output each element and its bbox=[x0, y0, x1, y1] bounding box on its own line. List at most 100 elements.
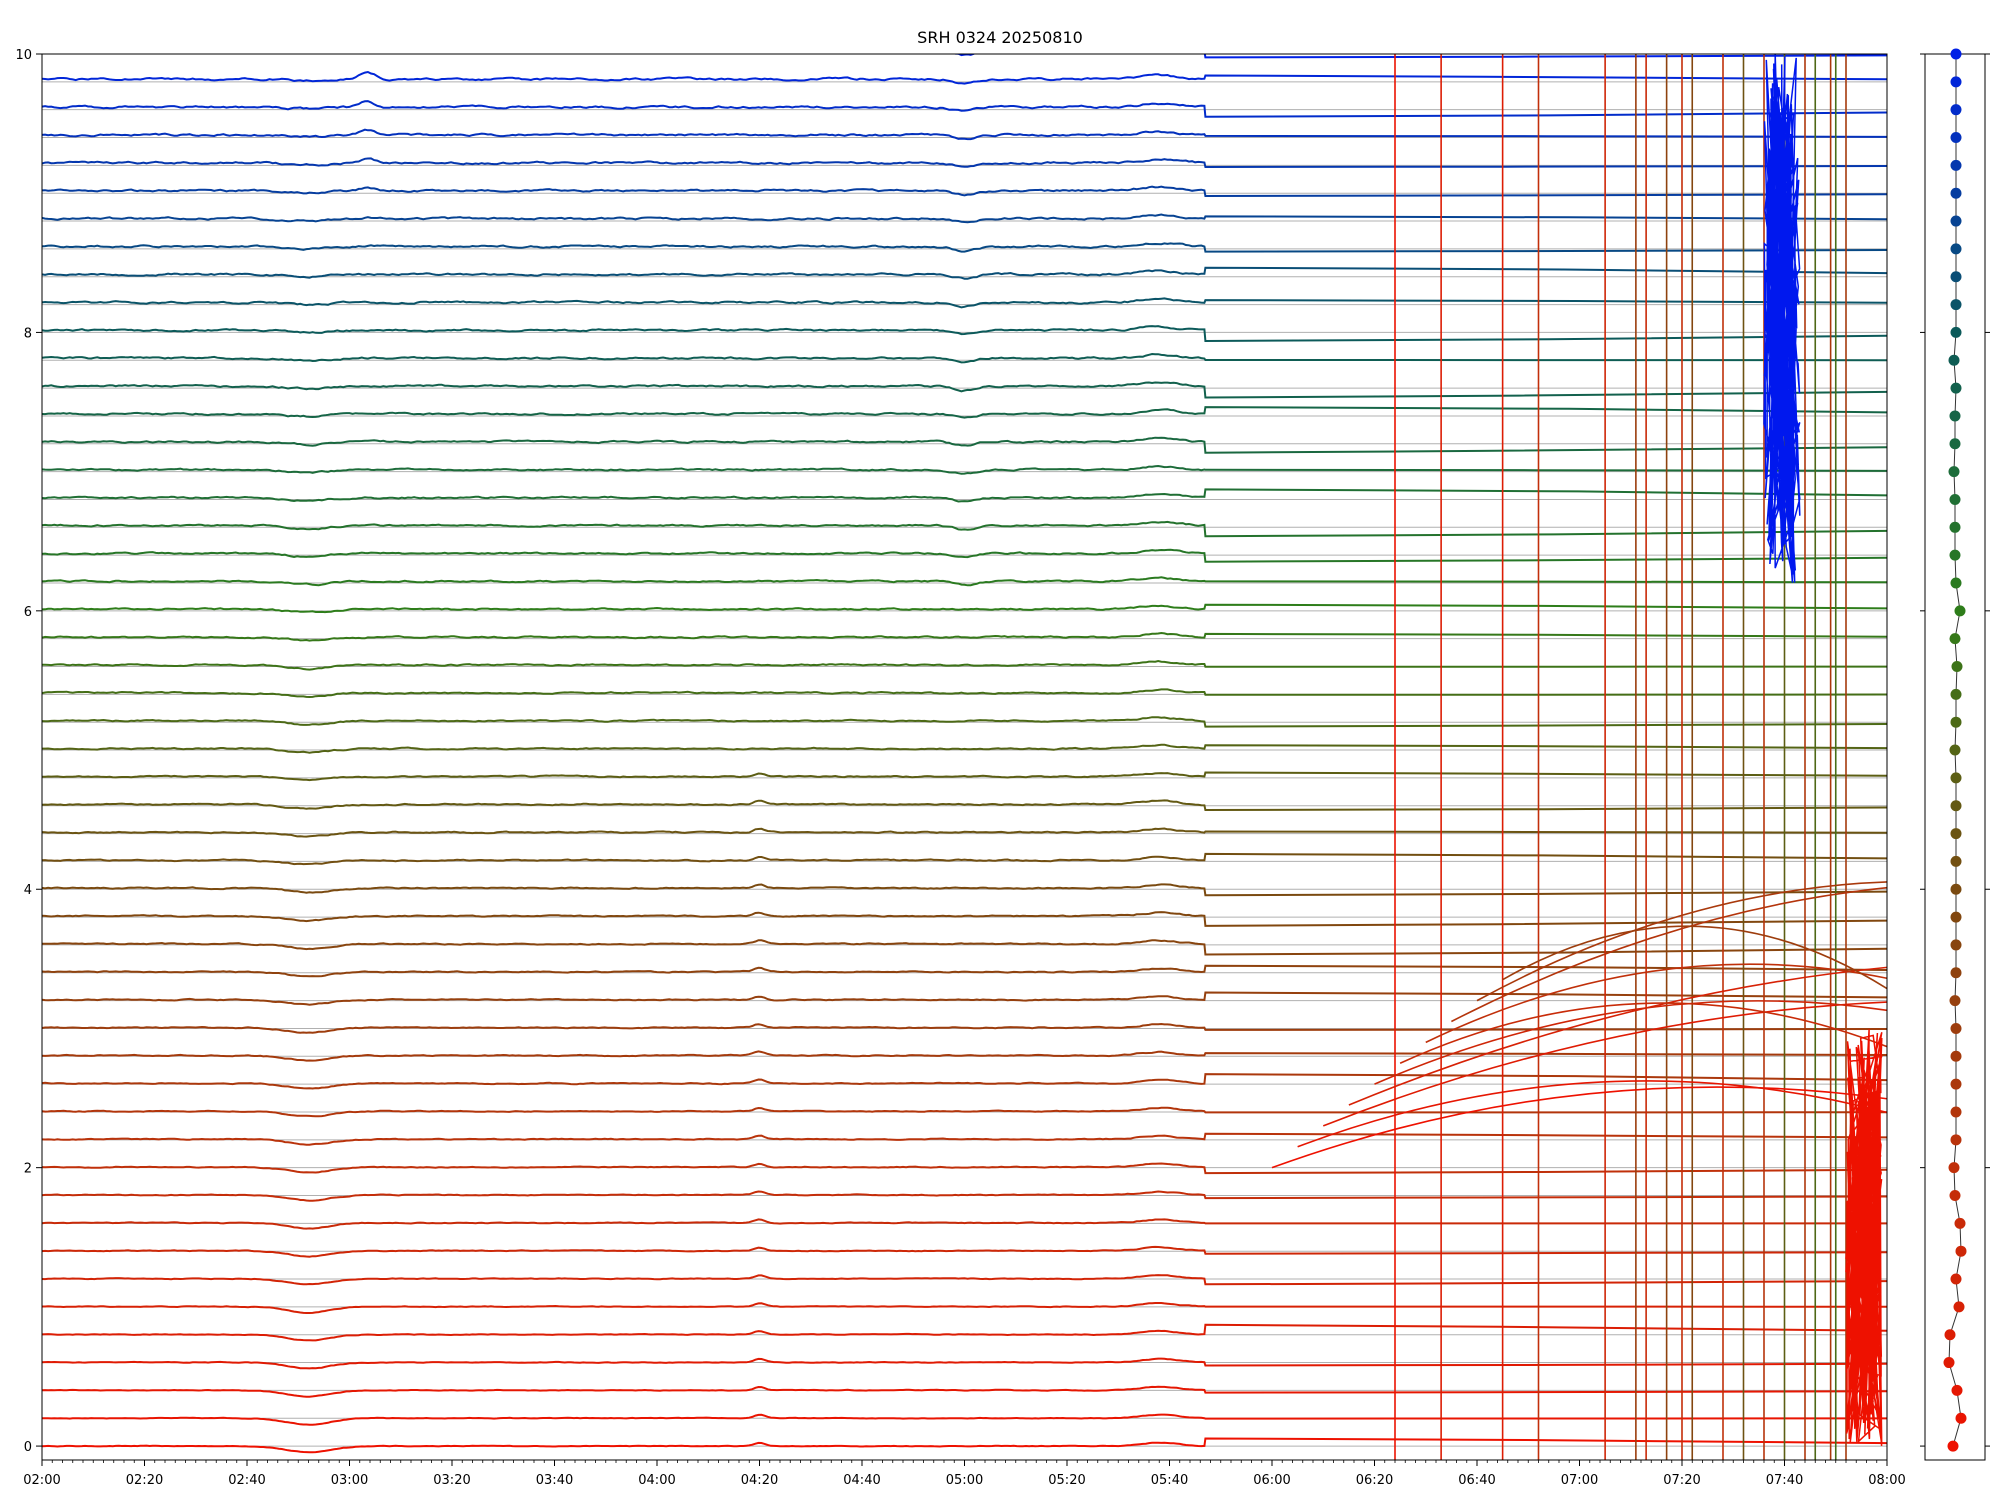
series-line bbox=[42, 297, 1887, 309]
series-line bbox=[42, 242, 1887, 253]
y-tick-label: 6 bbox=[24, 605, 32, 620]
series-line bbox=[42, 743, 1887, 754]
side-point bbox=[1950, 104, 1962, 116]
x-tick-label: 02:40 bbox=[228, 1473, 265, 1488]
series-line bbox=[42, 1385, 1887, 1398]
series-line bbox=[42, 1218, 1887, 1230]
series-line bbox=[42, 1357, 1887, 1370]
side-panel bbox=[1920, 48, 1990, 1461]
series-line bbox=[42, 799, 1887, 812]
x-tick-label: 06:20 bbox=[1356, 1473, 1393, 1488]
x-tick-label: 05:00 bbox=[946, 1473, 983, 1488]
side-point bbox=[1953, 1301, 1965, 1313]
plot-frame bbox=[41, 53, 1888, 1461]
side-point bbox=[1950, 883, 1962, 895]
series-line bbox=[42, 991, 1887, 1006]
side-point bbox=[1950, 939, 1962, 951]
series-line bbox=[42, 1323, 1887, 1342]
y-tick-label: 4 bbox=[24, 883, 32, 898]
side-point bbox=[1950, 382, 1962, 394]
side-point bbox=[1948, 354, 1960, 366]
side-point bbox=[1950, 159, 1962, 171]
series-line bbox=[1845, 1029, 1883, 1446]
side-point bbox=[1944, 1329, 1956, 1341]
side-point bbox=[1950, 688, 1962, 700]
side-point bbox=[1950, 271, 1962, 283]
side-point bbox=[1950, 299, 1962, 311]
side-point bbox=[1950, 1078, 1962, 1090]
side-point bbox=[1950, 1106, 1962, 1118]
side-point bbox=[1949, 410, 1961, 422]
series-line bbox=[42, 1050, 1887, 1062]
side-point bbox=[1951, 1384, 1963, 1396]
side-point bbox=[1950, 1022, 1962, 1034]
series-line bbox=[42, 964, 1887, 978]
side-point bbox=[1949, 995, 1961, 1007]
series-line bbox=[42, 631, 1887, 642]
side-point bbox=[1950, 76, 1962, 88]
x-tick-label: 08:00 bbox=[1868, 1473, 1905, 1488]
side-point bbox=[1950, 326, 1962, 338]
series-line bbox=[42, 325, 1887, 343]
side-point bbox=[1950, 243, 1962, 255]
side-point bbox=[1950, 215, 1962, 227]
x-tick-label: 06:00 bbox=[1253, 1473, 1290, 1488]
series-line bbox=[1451, 886, 1887, 1023]
side-point bbox=[1950, 132, 1962, 144]
side-point bbox=[1950, 967, 1962, 979]
axes-layer: 02:00 02:20 02:40 03:00 03:20 03:40 04:00 04:20… bbox=[15, 48, 1905, 1488]
grid-layer bbox=[42, 53, 1887, 1447]
series-line bbox=[42, 70, 1887, 85]
series-line bbox=[42, 1162, 1887, 1175]
side-point bbox=[1943, 1357, 1955, 1369]
series-line bbox=[42, 771, 1887, 782]
series-line bbox=[1374, 1000, 1887, 1085]
y-tick-label: 10 bbox=[15, 48, 32, 63]
x-tick-label: 07:20 bbox=[1663, 1473, 1700, 1488]
side-point bbox=[1954, 605, 1966, 617]
x-tick-label: 04:20 bbox=[741, 1473, 778, 1488]
series-line bbox=[42, 128, 1887, 141]
x-tick-label: 04:00 bbox=[638, 1473, 675, 1488]
side-point bbox=[1950, 1050, 1962, 1062]
side-point bbox=[1949, 549, 1961, 561]
x-tick-label: 05:40 bbox=[1151, 1473, 1188, 1488]
side-point bbox=[1949, 744, 1961, 756]
series-line bbox=[1425, 963, 1887, 1044]
side-point bbox=[1949, 1190, 1961, 1202]
side-point bbox=[1948, 466, 1960, 478]
series-line bbox=[42, 1073, 1887, 1090]
x-tick-label: 05:20 bbox=[1048, 1473, 1085, 1488]
y-tick-label: 0 bbox=[24, 1440, 32, 1455]
y-tick-label: 8 bbox=[24, 326, 32, 341]
series-line bbox=[42, 1413, 1887, 1426]
series-line bbox=[42, 1132, 1887, 1146]
side-point bbox=[1948, 1162, 1960, 1174]
series-line bbox=[42, 1106, 1887, 1118]
x-tick-label: 03:20 bbox=[433, 1473, 470, 1488]
series-line bbox=[42, 1190, 1887, 1202]
series-line bbox=[42, 827, 1887, 838]
series-line bbox=[42, 1437, 1887, 1454]
series-line bbox=[1399, 1002, 1887, 1064]
series-line bbox=[42, 464, 1887, 475]
series-line bbox=[42, 406, 1887, 419]
series-line bbox=[42, 1274, 1887, 1286]
series-line bbox=[1271, 1086, 1887, 1169]
side-point bbox=[1955, 1412, 1967, 1424]
side-point bbox=[1955, 1245, 1967, 1257]
x-tick-label: 04:40 bbox=[843, 1473, 880, 1488]
side-point bbox=[1950, 800, 1962, 812]
side-point bbox=[1950, 911, 1962, 923]
series-line bbox=[42, 213, 1887, 224]
series-line bbox=[42, 157, 1887, 169]
x-tick-label: 03:00 bbox=[331, 1473, 368, 1488]
series-line bbox=[42, 488, 1887, 503]
series-line bbox=[42, 688, 1887, 699]
series-line bbox=[42, 659, 1887, 671]
x-tick-label: 07:40 bbox=[1766, 1473, 1803, 1488]
side-point bbox=[1950, 855, 1962, 867]
series-line bbox=[42, 852, 1887, 866]
x-tick-label: 03:40 bbox=[536, 1473, 573, 1488]
